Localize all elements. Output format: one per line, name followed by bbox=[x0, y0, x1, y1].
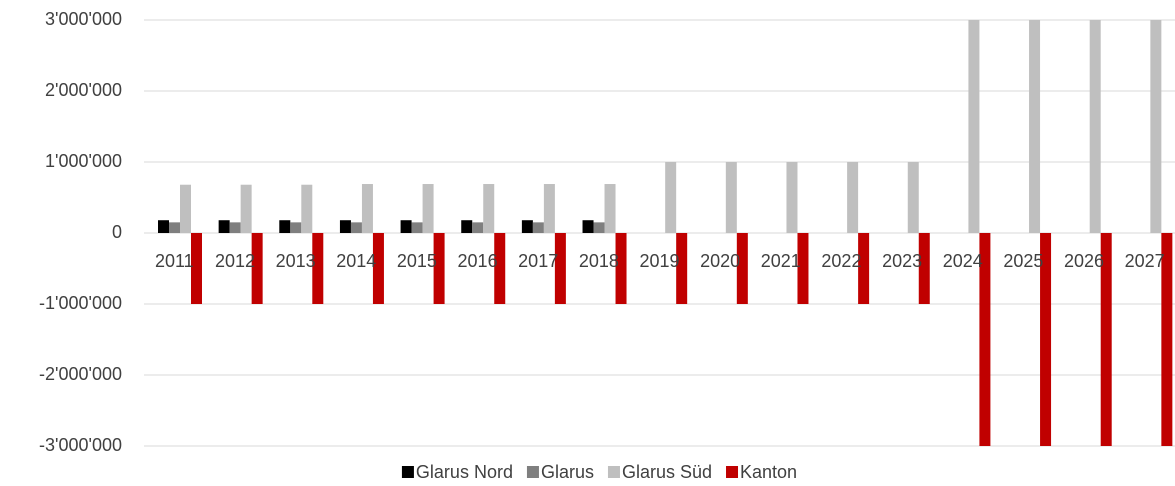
bar bbox=[191, 233, 202, 304]
x-tick-label: 2017 bbox=[518, 251, 558, 271]
y-tick-label: 3'000'000 bbox=[45, 9, 122, 29]
bar bbox=[615, 233, 627, 304]
bar bbox=[1161, 233, 1173, 446]
bar bbox=[251, 233, 263, 304]
bar bbox=[339, 220, 351, 233]
x-tick-label: 2027 bbox=[1125, 251, 1165, 271]
bar bbox=[279, 220, 291, 233]
y-tick-label: 1'000'000 bbox=[45, 151, 122, 171]
x-tick-label: 2015 bbox=[397, 251, 437, 271]
x-tick-label: 2018 bbox=[579, 251, 619, 271]
y-tick-label: 0 bbox=[112, 222, 122, 242]
bar bbox=[979, 233, 991, 446]
bar bbox=[240, 184, 252, 233]
bar bbox=[290, 222, 302, 233]
x-tick-label: 2023 bbox=[882, 251, 922, 271]
legend-swatch bbox=[607, 466, 620, 478]
legend-label: Glarus bbox=[541, 462, 594, 482]
bar bbox=[361, 184, 373, 233]
x-tick-label: 2011 bbox=[155, 251, 194, 271]
bar bbox=[521, 220, 533, 233]
bar bbox=[604, 184, 616, 233]
bar bbox=[1100, 233, 1112, 446]
bar bbox=[169, 222, 180, 233]
bar bbox=[858, 233, 870, 304]
bar bbox=[593, 222, 605, 233]
y-tick-label: -2'000'000 bbox=[39, 364, 122, 384]
bar bbox=[180, 184, 191, 233]
x-tick-label: 2016 bbox=[458, 251, 498, 271]
bar bbox=[1029, 20, 1041, 233]
bar bbox=[400, 220, 412, 233]
legend-label: Glarus Süd bbox=[622, 462, 712, 482]
bar bbox=[676, 233, 688, 304]
bar bbox=[786, 162, 798, 233]
x-tick-label: 2013 bbox=[276, 251, 316, 271]
x-tick-label: 2014 bbox=[336, 251, 376, 271]
bar bbox=[422, 184, 434, 233]
legend-label: Kanton bbox=[740, 462, 797, 482]
bar bbox=[665, 162, 677, 233]
y-tick-label: 2'000'000 bbox=[45, 80, 122, 100]
bar bbox=[582, 220, 594, 233]
bar bbox=[494, 233, 506, 304]
legend-swatch bbox=[401, 466, 414, 478]
x-tick-label: 2026 bbox=[1064, 251, 1104, 271]
bar bbox=[350, 222, 362, 233]
y-tick-label: -1'000'000 bbox=[39, 293, 122, 313]
bar bbox=[725, 162, 737, 233]
legend-swatch bbox=[526, 466, 539, 478]
bar bbox=[218, 220, 230, 233]
x-tick-label: 2020 bbox=[700, 251, 740, 271]
bar bbox=[472, 222, 484, 233]
x-tick-label: 2025 bbox=[1003, 251, 1043, 271]
bar bbox=[372, 233, 384, 304]
x-tick-label: 2012 bbox=[215, 251, 255, 271]
bar bbox=[797, 233, 809, 304]
legend-label: Glarus Nord bbox=[416, 462, 513, 482]
bar bbox=[483, 184, 495, 233]
x-tick-label: 2022 bbox=[821, 251, 861, 271]
bar bbox=[1089, 20, 1101, 233]
bar bbox=[433, 233, 445, 304]
bar bbox=[158, 220, 169, 233]
bar bbox=[736, 233, 748, 304]
bar bbox=[1150, 20, 1162, 233]
bar bbox=[532, 222, 544, 233]
bar bbox=[461, 220, 473, 233]
bar bbox=[301, 184, 313, 233]
bar bbox=[312, 233, 324, 304]
legend-swatch bbox=[726, 466, 739, 478]
bar bbox=[229, 222, 241, 233]
x-tick-label: 2021 bbox=[761, 251, 801, 271]
bar bbox=[968, 20, 980, 233]
bar bbox=[847, 162, 859, 233]
bar bbox=[907, 162, 919, 233]
y-tick-label: -3'000'000 bbox=[39, 435, 122, 455]
bar bbox=[554, 233, 566, 304]
bar bbox=[543, 184, 555, 233]
bar bbox=[411, 222, 423, 233]
x-tick-label: 2019 bbox=[639, 251, 679, 271]
bar bbox=[1040, 233, 1052, 446]
bar bbox=[918, 233, 930, 304]
x-tick-label: 2024 bbox=[943, 251, 983, 271]
